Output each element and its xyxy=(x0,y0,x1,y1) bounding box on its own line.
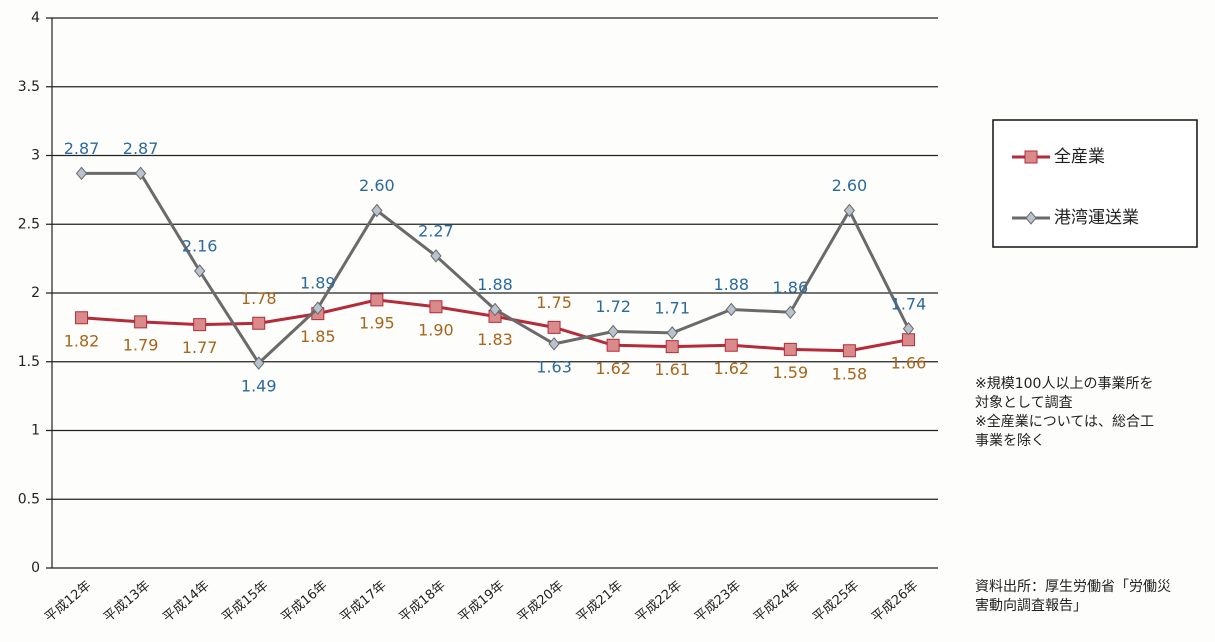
value-label: 1.66 xyxy=(891,353,927,372)
marker xyxy=(901,333,915,347)
value-label: 1.62 xyxy=(595,359,631,378)
marker xyxy=(489,302,501,317)
value-label: 2.60 xyxy=(359,176,395,195)
marker xyxy=(193,318,207,332)
x-tick-label: 平成18年 xyxy=(397,578,449,625)
marker xyxy=(547,320,561,334)
value-label: 1.85 xyxy=(300,327,336,346)
marker xyxy=(724,338,738,352)
value-label: 1.58 xyxy=(832,364,868,383)
value-label: 2.60 xyxy=(832,176,868,195)
marker xyxy=(430,249,442,263)
marker xyxy=(606,338,620,352)
marker xyxy=(252,316,266,330)
y-tick-label: 1.5 xyxy=(18,354,40,370)
legend-label: 全産業 xyxy=(1054,147,1105,167)
y-tick-label: 3 xyxy=(31,148,40,164)
x-tick-label: 平成15年 xyxy=(219,578,271,625)
marker xyxy=(783,342,797,356)
note: 対象として調査 xyxy=(975,395,1073,411)
marker xyxy=(134,315,148,329)
marker xyxy=(725,302,737,317)
marker xyxy=(370,293,384,307)
marker xyxy=(548,337,560,351)
marker xyxy=(429,300,443,314)
value-label: 1.83 xyxy=(477,330,513,349)
marker xyxy=(371,203,383,218)
y-tick-label: 2.5 xyxy=(18,216,40,232)
marker xyxy=(134,166,147,181)
x-tick-label: 平成13年 xyxy=(101,578,153,625)
legend-label: 港湾運送業 xyxy=(1054,208,1139,228)
source: 資料出所：厚生労働省「労働災 xyxy=(975,579,1171,595)
marker xyxy=(312,301,324,315)
marker xyxy=(666,326,678,340)
x-tick-label: 平成24年 xyxy=(751,578,803,625)
x-tick-label: 平成26年 xyxy=(869,578,921,625)
y-tick-label: 0.5 xyxy=(18,491,40,507)
note: 事業を除く xyxy=(975,433,1045,449)
x-tick-label: 平成25年 xyxy=(810,578,862,625)
x-tick-label: 平成22年 xyxy=(633,578,685,625)
y-tick-label: 4 xyxy=(31,10,40,26)
value-label: 1.82 xyxy=(64,331,100,350)
value-label: 1.61 xyxy=(654,360,690,379)
value-label: 1.62 xyxy=(713,359,749,378)
value-label: 1.79 xyxy=(123,335,159,354)
value-label: 2.27 xyxy=(418,221,454,240)
marker xyxy=(843,203,856,218)
marker xyxy=(253,356,265,370)
x-tick-label: 平成12年 xyxy=(42,578,94,625)
value-label: 1.90 xyxy=(418,320,454,339)
x-tick-label: 平成19年 xyxy=(456,578,508,625)
value-label: 1.78 xyxy=(241,289,277,308)
marker xyxy=(1025,211,1037,225)
marker xyxy=(607,324,619,339)
value-label: 2.87 xyxy=(64,139,100,158)
value-label: 1.95 xyxy=(359,313,395,332)
value-label: 1.77 xyxy=(182,338,218,357)
x-tick-label: 平成14年 xyxy=(160,578,212,625)
value-label: 1.88 xyxy=(477,275,513,294)
x-tick-label: 平成16年 xyxy=(278,578,330,625)
marker xyxy=(842,344,856,358)
marker xyxy=(75,166,88,181)
marker xyxy=(784,305,796,320)
value-label: 1.89 xyxy=(300,274,336,293)
x-tick-label: 平成23年 xyxy=(692,578,744,625)
marker xyxy=(902,321,915,336)
marker xyxy=(1024,150,1038,164)
value-label: 1.75 xyxy=(536,293,572,312)
value-label: 2.16 xyxy=(182,237,218,256)
source: 害動向調査報告」 xyxy=(975,598,1087,614)
marker xyxy=(194,264,206,278)
value-label: 1.49 xyxy=(241,377,277,396)
y-tick-label: 0 xyxy=(31,560,40,576)
note: ※規模100人以上の事業所を xyxy=(975,376,1153,392)
value-label: 1.59 xyxy=(773,363,809,382)
marker xyxy=(75,311,89,325)
x-tick-label: 平成20年 xyxy=(515,578,567,625)
marker xyxy=(665,340,679,354)
legend-box xyxy=(992,119,1198,248)
y-tick-label: 2 xyxy=(31,285,40,301)
x-tick-label: 平成21年 xyxy=(574,578,626,625)
value-label: 1.88 xyxy=(713,275,749,294)
y-tick-label: 3.5 xyxy=(18,79,40,95)
value-label: 1.86 xyxy=(773,278,809,297)
value-label: 1.72 xyxy=(595,297,631,316)
value-label: 2.87 xyxy=(123,139,159,158)
x-tick-label: 平成17年 xyxy=(337,578,389,625)
y-tick-label: 1 xyxy=(31,423,40,439)
note: ※全産業については、総合工 xyxy=(975,413,1154,430)
value-label: 1.63 xyxy=(536,357,572,376)
value-label: 1.71 xyxy=(654,298,690,317)
value-label: 1.74 xyxy=(891,294,927,313)
